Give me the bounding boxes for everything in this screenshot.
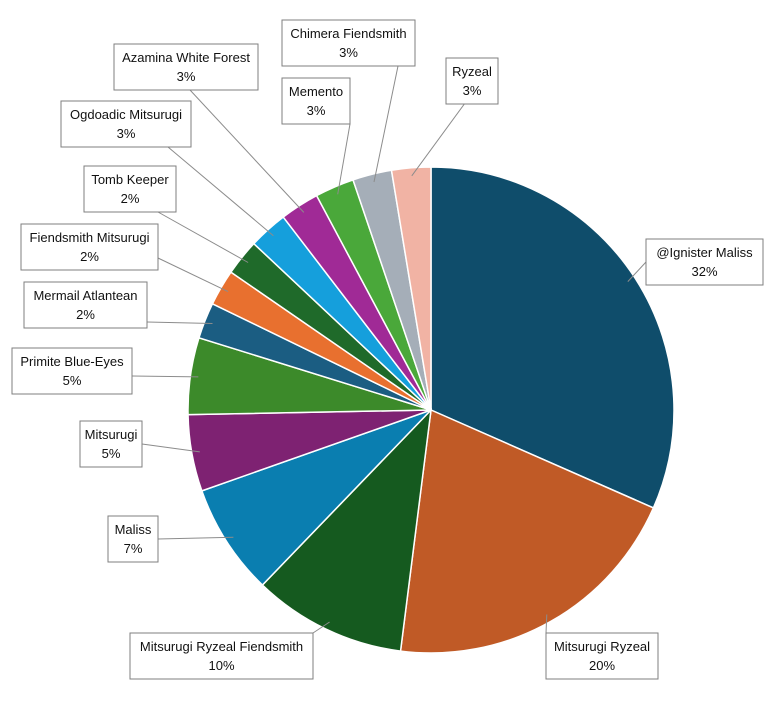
leader-line-maliss — [157, 536, 234, 540]
data-label-ryzeal: Ryzeal 3% — [445, 57, 499, 105]
data-label-memento: Memento 3% — [281, 77, 351, 125]
data-label-maliss: Maliss 7% — [107, 515, 159, 563]
leader-line-tomb-keeper — [157, 211, 249, 263]
leader-line-chimera-fiendsmith — [373, 65, 399, 183]
data-label-percent: 20% — [589, 658, 615, 673]
data-label-box — [281, 19, 416, 67]
pie-slice-mitsurugi-ryzeal-fiendsmith — [261, 407, 433, 652]
data-label-box — [129, 632, 314, 680]
data-label-mitsurugi: Mitsurugi 5% — [79, 420, 143, 468]
data-label-box — [23, 281, 148, 329]
data-label-box — [281, 77, 351, 125]
data-label-tomb-keeper: Tomb Keeper 2% — [83, 165, 177, 213]
data-label-box — [107, 515, 159, 563]
data-label-name: Mitsurugi Ryzeal — [554, 639, 650, 654]
data-label-name: Azamina White Forest — [122, 50, 250, 65]
pie-slice-mitsurugi-ryzeal — [399, 408, 655, 654]
data-label-azamina-white-forest: Azamina White Forest 3% — [113, 43, 259, 91]
leader-line-azamina-white-forest — [189, 89, 305, 213]
leader-line-mitsurugi-ryzeal-fiendsmith — [312, 621, 330, 634]
leader-line-fiendsmith-mitsurugi — [157, 257, 229, 293]
data-label-mitsurugi-ryzeal-fiendsmith: Mitsurugi Ryzeal Fiendsmith 10% — [129, 632, 314, 680]
data-label-name: @Ignister Maliss — [656, 245, 753, 260]
data-label-box — [60, 100, 192, 148]
data-label-percent: 32% — [691, 264, 717, 279]
pie-slice-ryzeal — [390, 166, 432, 411]
leader-line-mitsurugi-ryzeal — [545, 614, 548, 634]
data-label-name: Tomb Keeper — [91, 172, 169, 187]
data-label-box — [83, 165, 177, 213]
data-label-ignister-maliss: @Ignister Maliss 32% — [645, 238, 764, 286]
leader-line-primite-blue-eyes — [131, 375, 199, 378]
data-label-percent: 10% — [208, 658, 234, 673]
data-label-name: Mitsurugi — [85, 427, 138, 442]
data-label-name: Chimera Fiendsmith — [290, 26, 406, 41]
data-label-name: Ogdoadic Mitsurugi — [70, 107, 182, 122]
data-label-percent: 3% — [177, 69, 196, 84]
data-label-primite-blue-eyes: Primite Blue-Eyes 5% — [11, 347, 133, 395]
leader-line-memento — [337, 123, 351, 195]
slices-layer — [187, 166, 675, 654]
data-label-box — [545, 632, 659, 680]
data-label-name: Mitsurugi Ryzeal Fiendsmith — [140, 639, 303, 654]
leader-line-ogdoadic-mitsurugi — [167, 146, 274, 237]
data-label-name: Primite Blue-Eyes — [20, 354, 124, 369]
data-label-name: Fiendsmith Mitsurugi — [30, 230, 150, 245]
data-label-percent: 3% — [307, 103, 326, 118]
data-label-box — [645, 238, 764, 286]
pie-slice-maliss — [200, 409, 432, 587]
data-label-ogdoadic-mitsurugi: Ogdoadic Mitsurugi 3% — [60, 100, 192, 148]
leader-line-mermail-atlantean — [146, 321, 213, 324]
data-label-name: Ryzeal — [452, 64, 492, 79]
data-label-box — [20, 223, 159, 271]
data-label-fiendsmith-mitsurugi: Fiendsmith Mitsurugi 2% — [20, 223, 159, 271]
leader-lines-layer — [131, 57, 647, 634]
data-label-percent: 3% — [117, 126, 136, 141]
leader-line-mitsurugi — [141, 443, 200, 453]
data-label-name: Memento — [289, 84, 343, 99]
data-label-mermail-atlantean: Mermail Atlantean 2% — [23, 281, 148, 329]
data-label-chimera-fiendsmith: Chimera Fiendsmith 3% — [281, 19, 416, 67]
data-label-box — [113, 43, 259, 91]
data-label-mitsurugi-ryzeal: Mitsurugi Ryzeal 20% — [545, 632, 659, 680]
leader-line-ignister-maliss — [627, 261, 647, 282]
data-label-box — [79, 420, 143, 468]
data-label-percent: 5% — [63, 373, 82, 388]
data-label-box — [11, 347, 133, 395]
data-label-percent: 2% — [121, 191, 140, 206]
data-label-percent: 3% — [463, 83, 482, 98]
data-label-percent: 5% — [102, 446, 121, 461]
data-label-percent: 3% — [339, 45, 358, 60]
pie-slice-ignister-maliss — [430, 166, 675, 509]
data-label-name: Maliss — [115, 522, 152, 537]
data-label-percent: 2% — [80, 249, 99, 264]
data-label-name: Mermail Atlantean — [33, 288, 137, 303]
data-label-percent: 2% — [76, 307, 95, 322]
data-label-box — [445, 57, 499, 105]
data-label-percent: 7% — [124, 541, 143, 556]
